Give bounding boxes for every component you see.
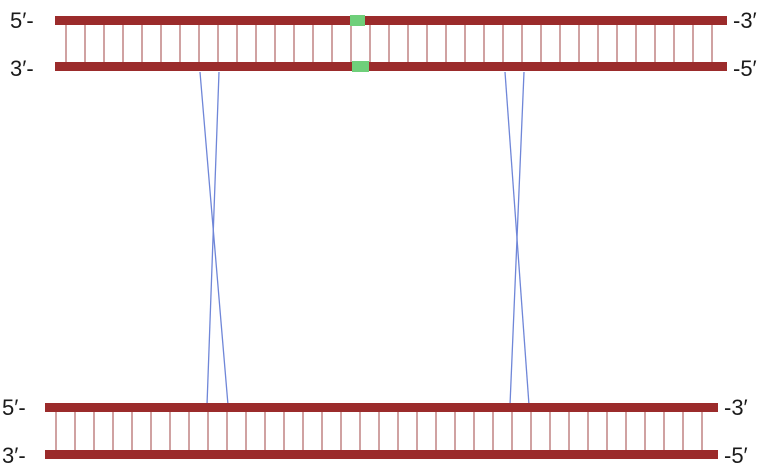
nick xyxy=(352,61,369,72)
end-label: -5′ xyxy=(724,443,748,468)
strand xyxy=(45,450,718,459)
nick xyxy=(350,15,365,26)
end-label: 3′- xyxy=(10,56,34,81)
crossover-strand xyxy=(200,72,228,405)
end-label: -3′ xyxy=(733,8,757,33)
strand xyxy=(55,62,727,71)
crossover-strand xyxy=(207,72,219,405)
end-label: 3′- xyxy=(2,443,26,468)
end-label: 5′- xyxy=(2,395,26,420)
end-label: -5′ xyxy=(733,56,757,81)
page: {"top_duplex": {"left_top": "5′-", "righ… xyxy=(0,0,779,473)
end-label: -3′ xyxy=(724,395,748,420)
strand xyxy=(55,16,727,25)
diagram: 5′- -3′ 3′- -5′ 5′- -3′ 3′- -5′ xyxy=(0,0,779,473)
strand xyxy=(45,403,718,412)
end-label: 5′- xyxy=(10,8,34,33)
base-pairs xyxy=(56,25,712,450)
crossover-strand xyxy=(510,72,524,405)
